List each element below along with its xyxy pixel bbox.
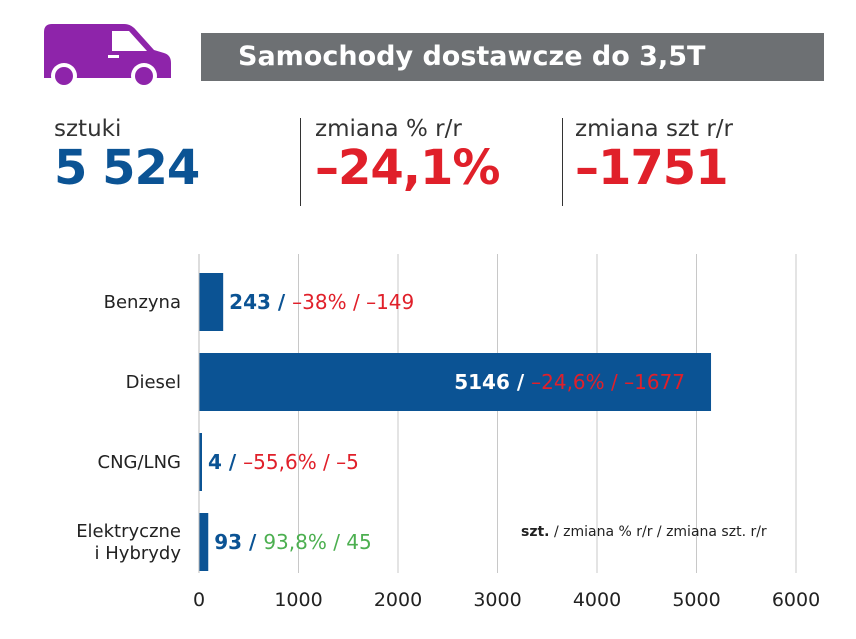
bar-3 (199, 513, 209, 571)
data-label-change: –55,6% / –5 (243, 450, 359, 474)
page-title: Samochody dostawcze do 3,5T (238, 41, 706, 72)
title-banner: Samochody dostawcze do 3,5T (201, 33, 824, 81)
stat-units-label: sztuki (54, 116, 122, 142)
stat-units-change-value: –1751 (575, 140, 729, 196)
x-tick-label: 1000 (274, 589, 322, 611)
data-label-units: 4 / (208, 450, 243, 474)
legend-note: szt. / zmiana % r/r / zmiana szt. r/r (521, 524, 767, 540)
data-label: 4 / –55,6% / –5 (208, 450, 359, 474)
legend-note-rest: / zmiana % r/r / zmiana szt. r/r (549, 524, 767, 540)
data-label-change: 93,8% / 45 (263, 530, 371, 554)
data-label: 243 / –38% / –149 (229, 290, 414, 314)
category-label: Benzyna (104, 292, 181, 313)
bar-1 (199, 353, 712, 411)
data-label-units: 93 / (214, 530, 263, 554)
category-label: Diesel (126, 372, 181, 393)
stat-units: sztuki 5 524 (54, 116, 200, 196)
data-label-change: –24,6% / –1677 (531, 370, 685, 394)
stat-separator (300, 118, 301, 206)
stat-percent-change-value: –24,1% (315, 140, 501, 196)
x-tick-label: 3000 (473, 589, 521, 611)
category-label: CNG/LNG (98, 452, 182, 473)
category-label: i Hybrydy (95, 543, 182, 564)
bar-2 (199, 433, 202, 491)
data-label-change: –38% / –149 (292, 290, 414, 314)
category-label: Elektryczne (76, 521, 181, 542)
stat-percent-change-label: zmiana % r/r (315, 116, 462, 142)
legend-note-units: szt. (521, 524, 550, 540)
bar-0 (199, 273, 224, 331)
data-label-units: 5146 / (454, 370, 531, 394)
x-tick-label: 6000 (772, 589, 820, 611)
stat-units-change-label: zmiana szt r/r (575, 116, 733, 142)
stat-units-value: 5 524 (54, 140, 200, 196)
stat-units-change: zmiana szt r/r –1751 (575, 116, 733, 196)
data-label: 93 / 93,8% / 45 (214, 530, 371, 554)
stat-percent-change: zmiana % r/r –24,1% (315, 116, 501, 196)
delivery-van-icon (44, 24, 171, 89)
stat-separator (562, 118, 563, 206)
x-tick-label: 0 (193, 589, 205, 611)
x-tick-label: 5000 (672, 589, 720, 611)
x-tick-label: 4000 (573, 589, 621, 611)
data-label: 5146 / –24,6% / –1677 (454, 370, 685, 394)
x-tick-label: 2000 (374, 589, 422, 611)
data-label-units: 243 / (229, 290, 292, 314)
